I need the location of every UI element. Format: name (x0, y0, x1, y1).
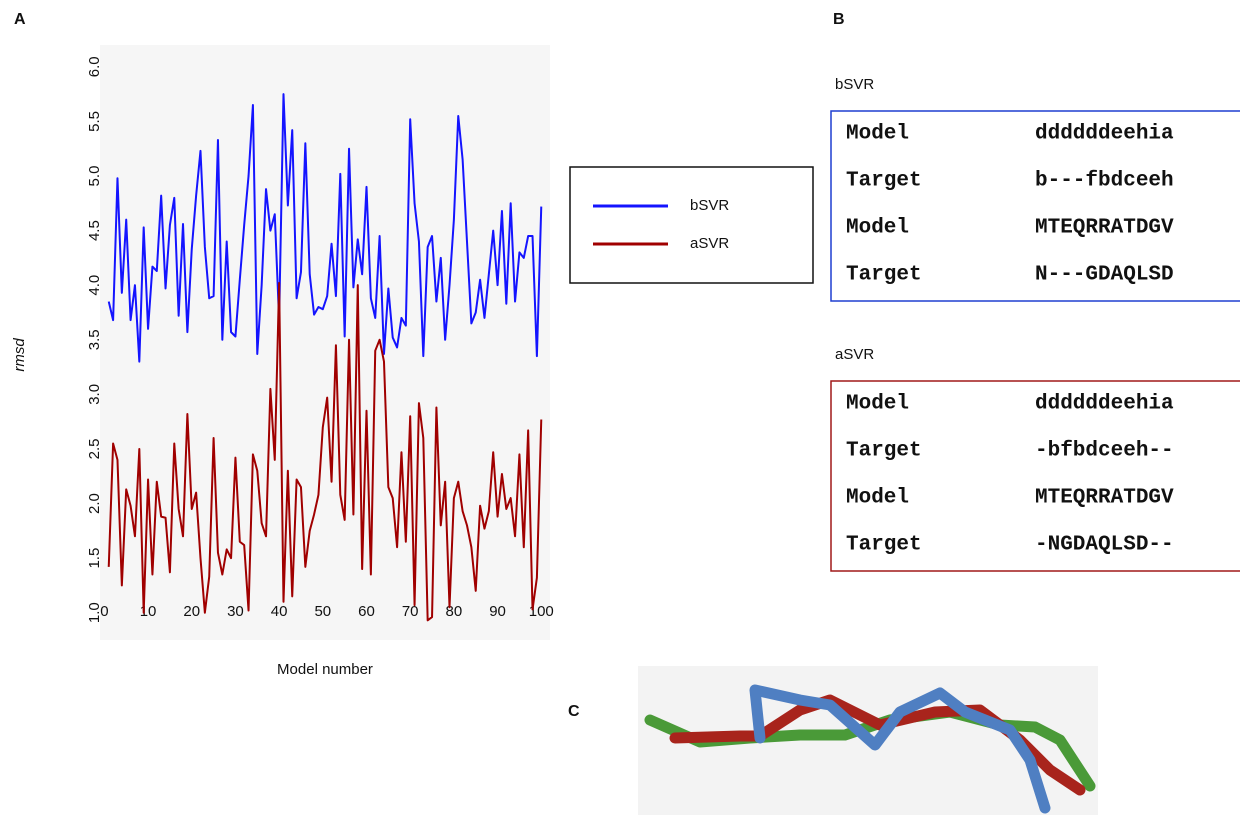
panel-label: C (568, 703, 580, 720)
x-axis-label: Model number (277, 661, 373, 678)
row-label: Model (846, 487, 909, 510)
x-tick-label: 30 (227, 603, 244, 620)
y-tick-label: 1.0 (86, 602, 103, 623)
legend-label: aSVR (690, 235, 729, 252)
data-line (107, 282, 543, 622)
sequence: MTEQRRATDGV (1035, 217, 1174, 240)
x-tick-label: 0 (100, 603, 108, 620)
sequence: MTEQRRATDGV (1035, 487, 1174, 510)
sequence: N---GDAQLSD (1035, 264, 1174, 287)
alignment-title: aSVR (835, 346, 874, 363)
row-label: Target (846, 534, 922, 557)
row-label: Target (846, 264, 922, 287)
x-tick-label: 40 (271, 603, 288, 620)
y-axis-label: rmsd (11, 338, 28, 372)
legend-box (569, 166, 814, 284)
alignment-box (830, 380, 1240, 572)
sequence: ddddddeehia (1035, 123, 1174, 146)
data-line (107, 93, 543, 363)
y-tick-label: 5.0 (86, 166, 103, 187)
x-tick-label: 10 (140, 603, 157, 620)
y-tick-label: 1.5 (86, 548, 103, 569)
y-tick-label: 3.5 (86, 329, 103, 350)
alignment-title: bSVR (835, 76, 874, 93)
panel-label: A (14, 11, 26, 28)
panel-label: B (833, 11, 845, 28)
legend-label: bSVR (690, 197, 729, 214)
molecule-image (638, 666, 1098, 815)
x-tick-label: 20 (183, 603, 200, 620)
sequence: b---fbdceeh (1035, 170, 1174, 193)
sequence: ddddddeehia (1035, 393, 1174, 416)
row-label: Model (846, 217, 909, 240)
x-tick-label: 50 (314, 603, 331, 620)
sequence: -NGDAQLSD-- (1035, 534, 1174, 557)
x-tick-label: 60 (358, 603, 375, 620)
x-tick-label: 80 (446, 603, 463, 620)
x-tick-label: 70 (402, 603, 419, 620)
row-label: Model (846, 393, 909, 416)
row-label: Target (846, 440, 922, 463)
y-tick-label: 3.0 (86, 384, 103, 405)
y-tick-label: 6.0 (86, 56, 103, 77)
y-tick-label: 4.0 (86, 275, 103, 296)
y-tick-label: 2.0 (86, 493, 103, 514)
row-label: Target (846, 170, 922, 193)
x-tick-label: 90 (489, 603, 506, 620)
plot-background (100, 45, 550, 640)
alignment-box (830, 110, 1240, 302)
y-tick-label: 2.5 (86, 439, 103, 460)
row-label: Model (846, 123, 909, 146)
sequence: -bfbdceeh-- (1035, 440, 1174, 463)
y-tick-label: 4.5 (86, 220, 103, 241)
y-tick-label: 5.5 (86, 111, 103, 132)
x-tick-label: 100 (529, 603, 554, 620)
